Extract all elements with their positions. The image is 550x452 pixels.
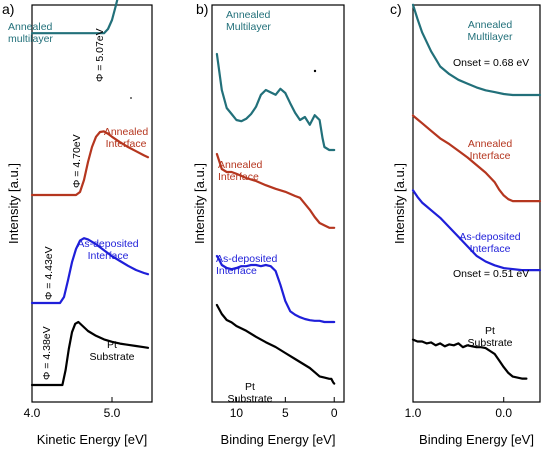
y-axis-label: Intensity [a.u.]: [6, 163, 21, 244]
onset-label: Onset = 0.68 eV: [453, 57, 529, 69]
series-line-pt-substrate: [411, 338, 528, 380]
marker-dot: [313, 69, 317, 73]
y-axis-label: Intensity [a.u.]: [392, 163, 407, 244]
work-function-label: Φ = 4.70eV: [71, 134, 83, 188]
x-tick-label: 0: [331, 406, 338, 420]
series-line-annealed-multilayer: [215, 52, 336, 152]
series-line-annealed-interface: [215, 152, 336, 229]
onset-label: Onset = 0.51 eV: [453, 268, 529, 280]
series-line-pt-substrate: [30, 320, 150, 387]
work-function-label: Φ = 4.43eV: [43, 246, 55, 300]
series-label: As-deposited: [77, 238, 138, 250]
series-line-pt-substrate: [215, 303, 336, 385]
series-line-as-deposited-interface: [30, 237, 150, 305]
series-label: Annealed: [468, 19, 513, 31]
series-label: Interface: [470, 150, 511, 162]
series-label: Substrate: [90, 351, 135, 363]
panel-letter: c): [390, 1, 402, 17]
series-label: Interface: [106, 138, 147, 150]
x-tick-label: 0.0: [495, 406, 512, 420]
series-line-as-deposited-interface: [215, 254, 336, 324]
series-label: Annealed: [104, 126, 149, 138]
marker-dot: [130, 97, 132, 99]
series-line-annealed-interface: [30, 130, 150, 197]
series-line-as-deposited-interface: [411, 189, 542, 272]
series-label: Multilayer: [226, 21, 271, 33]
panel-letter: a): [2, 1, 14, 17]
x-tick-label: 10: [230, 406, 244, 420]
x-axis-label: Kinetic Energy [eV]: [37, 432, 148, 447]
panel-letter: b): [196, 1, 208, 17]
work-function-label: Φ = 5.07eV: [94, 28, 106, 82]
series-label: Substrate: [228, 393, 273, 405]
series-label: Annealed: [468, 138, 513, 150]
series-label: As-deposited: [216, 253, 277, 265]
panel-a: a) Intensity [a.u.] Kinetic Energy [eV] 4.0…: [2, 0, 153, 447]
x-axis-label: Binding Energy [eV]: [419, 432, 534, 447]
x-tick-label: 1.0: [405, 406, 422, 420]
series-label: Pt: [485, 325, 495, 337]
series-label: Interface: [88, 250, 129, 262]
series-label: Interface: [216, 265, 257, 277]
series-label: Pt: [245, 381, 255, 393]
series-label: Pt: [107, 339, 117, 351]
plot-frame: [31, 4, 153, 403]
work-function-label: Φ = 4.38eV: [41, 326, 53, 380]
series-label: As-deposited: [459, 231, 520, 243]
series-label: Interface: [470, 243, 511, 255]
plot-frame: [211, 4, 345, 403]
x-tick-label: 5.0: [104, 406, 121, 420]
series-label: Annealed: [8, 21, 53, 33]
series-line-annealed-interface: [411, 114, 542, 203]
series-label: Multilayer: [468, 31, 513, 43]
series-line-annealed-multilayer: [30, 0, 119, 35]
x-tick-label: 4.0: [24, 406, 41, 420]
y-axis-label: Intensity [a.u.]: [192, 163, 207, 244]
x-axis-label: Binding Energy [eV]: [221, 432, 336, 447]
series-line-annealed-multilayer: [411, 3, 542, 97]
panel-c: c) Intensity [a.u.] Binding Energy [eV] 1.0…: [390, 1, 542, 447]
series-label: Interface: [218, 171, 259, 183]
x-tick-label: 5: [282, 406, 289, 420]
series-label: multilayer: [8, 33, 53, 45]
series-label: Annealed: [226, 9, 271, 21]
series-label: Substrate: [468, 337, 513, 349]
panel-b: b) Intensity [a.u.] Binding Energy [eV] 10 5…: [192, 1, 345, 447]
plot-frame: [412, 4, 541, 403]
series-label: Annealed: [218, 159, 263, 171]
